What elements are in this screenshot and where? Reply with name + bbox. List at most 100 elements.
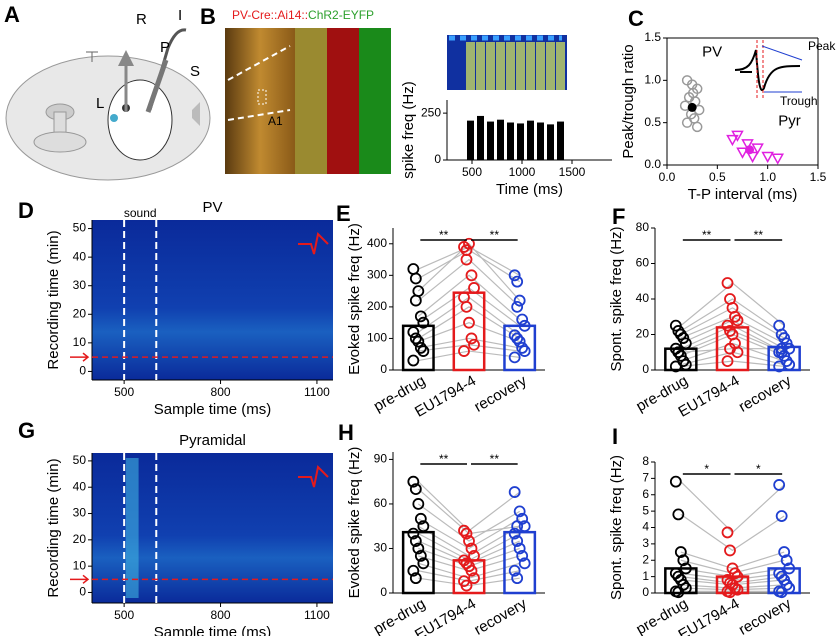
raster-band <box>476 42 485 90</box>
point <box>724 544 736 557</box>
point <box>468 282 480 294</box>
y-tick-label: 250 <box>421 105 441 119</box>
point <box>407 354 420 367</box>
bar <box>467 120 474 160</box>
point <box>409 272 422 285</box>
point <box>771 153 785 165</box>
pair-line <box>418 249 520 283</box>
y-tick-label: 10 <box>73 335 87 349</box>
unit-icon <box>298 231 329 255</box>
bar <box>497 119 504 160</box>
x-tick-label: 0.5 <box>709 170 726 184</box>
point <box>465 542 478 555</box>
point <box>463 316 475 329</box>
point <box>724 586 736 599</box>
point <box>465 564 478 577</box>
diagram-label: L <box>96 95 104 112</box>
y-axis-label: Peak/trough ratio <box>620 44 637 158</box>
bar <box>477 115 484 160</box>
y-tick-label: 20 <box>73 532 87 546</box>
point <box>729 567 741 580</box>
point <box>761 151 774 164</box>
y-axis-label: Spont. spike freq (Hz) <box>608 455 625 600</box>
y-tick-label: 6 <box>642 487 649 501</box>
point <box>508 564 521 577</box>
panel-label: D <box>18 198 34 223</box>
point <box>513 335 526 348</box>
panel-label: F <box>612 204 625 229</box>
bar <box>487 121 494 160</box>
point <box>679 562 692 575</box>
pair-line <box>418 322 520 343</box>
point <box>511 275 524 288</box>
pair-line <box>417 503 520 542</box>
bar <box>547 124 554 160</box>
point <box>518 319 531 332</box>
raster-band <box>516 42 525 90</box>
annotation: sound <box>124 206 157 220</box>
sig-label: ** <box>490 452 500 466</box>
sig-label: * <box>704 462 709 476</box>
waveform-inset <box>734 40 803 100</box>
point <box>731 570 744 583</box>
point <box>407 527 420 540</box>
y-tick-label: 0 <box>380 362 387 376</box>
point <box>783 562 796 575</box>
raster-band <box>486 42 495 90</box>
y-tick-label: 50 <box>73 453 87 467</box>
drug-arrow <box>70 352 90 362</box>
mean-point <box>687 102 697 112</box>
pair-line <box>680 330 785 353</box>
point <box>511 535 524 547</box>
point <box>412 335 425 348</box>
heatmap-title: PV <box>202 199 222 216</box>
heatmap-title: Pyramidal <box>179 432 246 449</box>
panel-label: E <box>336 201 351 226</box>
y-tick-label: 4 <box>642 520 649 534</box>
point <box>465 332 478 345</box>
point <box>407 475 420 488</box>
point <box>409 535 422 547</box>
point <box>674 546 687 558</box>
y-tick-label: 60 <box>636 256 650 270</box>
panel-label: A <box>4 2 20 27</box>
raster-band <box>496 42 505 90</box>
bar <box>401 324 435 372</box>
point <box>516 313 529 326</box>
point <box>672 570 685 583</box>
y-tick-label: 20 <box>636 327 650 341</box>
y-tick-label: 1.5 <box>644 30 661 44</box>
x-tick-label: 800 <box>211 608 231 622</box>
point <box>412 542 425 555</box>
pair-line <box>680 307 785 339</box>
x-axis-label: Sample time (ms) <box>154 401 272 418</box>
y-tick-label: 0 <box>79 364 86 378</box>
y-tick-label: 300 <box>367 268 387 282</box>
series-label: Pyr <box>778 113 801 130</box>
y-axis-label: spike freq (Hz) <box>400 81 417 179</box>
raster-band <box>536 42 545 90</box>
point <box>516 512 529 525</box>
point <box>681 117 693 128</box>
pair-line <box>418 337 520 349</box>
point <box>672 346 685 359</box>
y-tick-label: 100 <box>367 331 387 345</box>
x-tick-label: 1100 <box>304 608 330 622</box>
title-part: ChR2-EYFP <box>308 8 374 22</box>
point <box>741 139 754 151</box>
y-axis-label: Spont. spike freq (Hz) <box>608 226 625 371</box>
y-tick-label: 0 <box>434 152 441 166</box>
bar <box>517 123 524 160</box>
raster-band <box>556 42 565 90</box>
panel-label: H <box>338 420 354 445</box>
x-axis-label: Time (ms) <box>496 181 563 198</box>
bar <box>537 122 544 160</box>
pair-line <box>417 242 521 301</box>
y-tick-label: 40 <box>73 249 87 263</box>
x-tick-label: recovery <box>471 372 530 416</box>
sig-label: ** <box>439 452 449 466</box>
point <box>508 351 521 364</box>
y-tick-label: 40 <box>73 479 87 493</box>
sig-label: ** <box>439 228 449 242</box>
